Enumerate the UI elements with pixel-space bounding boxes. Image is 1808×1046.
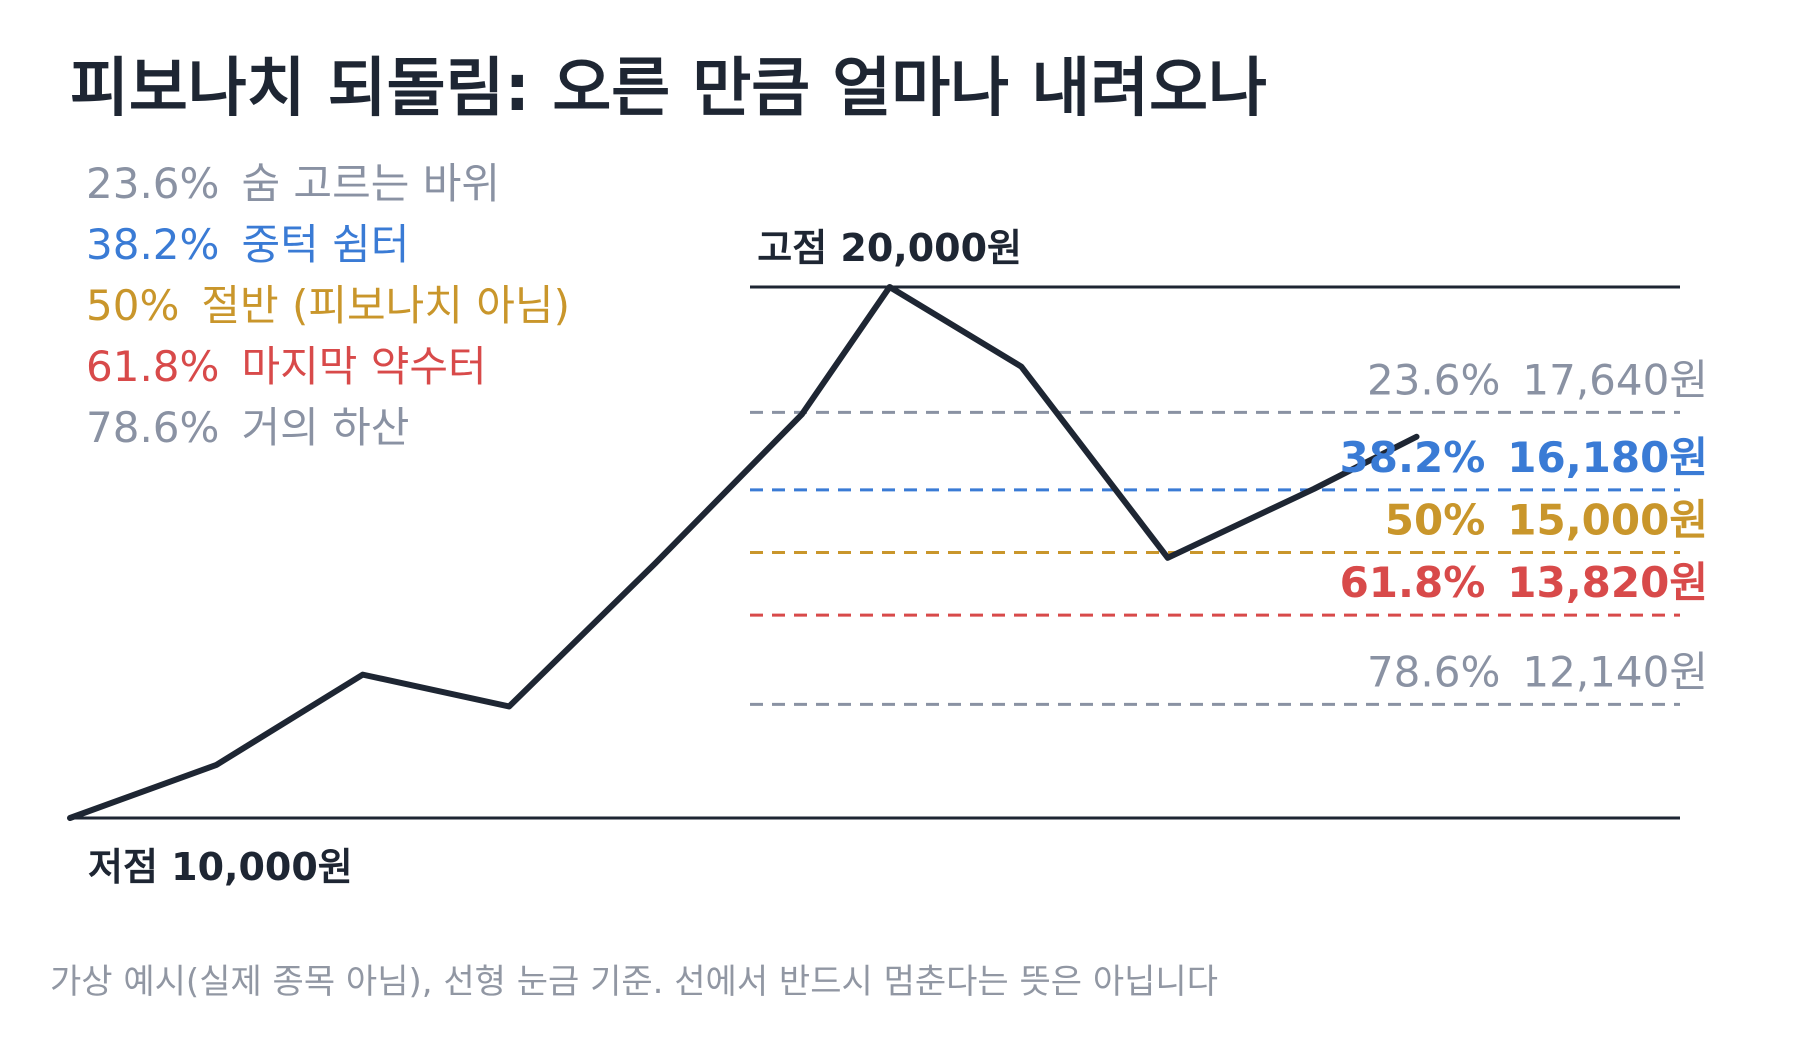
retracement-ratio: 50% [1385, 496, 1486, 545]
legend-desc: 마지막 약수터 [241, 342, 486, 391]
legend: 23.6% 숨 고르는 바위 38.2% 중턱 쉼터 50% 절반 (피보나치 아님) 61… [86, 159, 570, 452]
legend-item-4: 78.6% 거의 하산 [86, 403, 409, 452]
retracement-lines [750, 410, 1680, 706]
price-point-9 [1312, 486, 1317, 491]
legend-ratio: 38.2% [86, 220, 219, 269]
retracement-ratio: 78.6% [1367, 647, 1500, 696]
retracement-label-4: 78.6% 12,140원 [1367, 647, 1708, 696]
retracement-label-1: 38.2% 16,180원 [1340, 433, 1708, 482]
chart-title: 피보나치 되돌림: 오른 만큼 얼마나 내려오나 [70, 52, 1267, 126]
footnote: 가상 예시(실제 종목 아님), 선형 눈금 기준. 선에서 반드시 멈춘다는 … [50, 962, 1218, 1002]
legend-item-3: 61.8% 마지막 약수터 [86, 342, 487, 391]
price-point-5 [799, 412, 804, 417]
retracement-label-0: 23.6% 17,640원 [1367, 355, 1708, 404]
legend-desc: 중턱 쉼터 [241, 220, 409, 269]
retracement-label-2: 50% 15,000원 [1385, 496, 1708, 545]
low-point-label: 저점 10,000원 [88, 845, 353, 889]
retracement-value: 16,180원 [1507, 433, 1708, 482]
legend-ratio: 50% [86, 281, 179, 330]
retracement-ratio: 38.2% [1340, 433, 1486, 482]
retracement-label-3: 61.8% 13,820원 [1340, 558, 1708, 607]
retracement-ratio: 61.8% [1340, 558, 1486, 607]
price-point-2 [360, 672, 365, 677]
price-point-3 [507, 704, 512, 709]
price-point-6 [887, 285, 892, 289]
legend-desc: 거의 하산 [241, 403, 409, 452]
legend-ratio: 78.6% [86, 403, 219, 452]
high-point-label: 고점 20,000원 [757, 226, 1022, 270]
legend-desc: 절반 (피보나치 아님) [201, 281, 570, 330]
legend-item-2: 50% 절반 (피보나치 아님) [86, 281, 570, 330]
retracement-value: 17,640원 [1522, 355, 1708, 404]
retracement-ratio: 23.6% [1367, 355, 1500, 404]
retracement-value: 13,820원 [1507, 558, 1708, 607]
plot-area: 23.6% 17,640원 38.2% 16,180원 50% 15,000원 61.8% 1… [67, 226, 1708, 889]
legend-ratio: 23.6% [86, 159, 219, 208]
price-point-8 [1165, 555, 1170, 560]
legend-item-0: 23.6% 숨 고르는 바위 [86, 159, 500, 208]
retracement-labels: 23.6% 17,640원 38.2% 16,180원 50% 15,000원 61.8% 1… [1340, 355, 1708, 696]
price-points [68, 285, 1419, 820]
price-point-0 [68, 816, 72, 820]
price-point-10 [1414, 434, 1419, 439]
legend-ratio: 61.8% [86, 342, 219, 391]
retracement-value: 12,140원 [1522, 647, 1708, 696]
legend-item-1: 38.2% 중턱 쉼터 [86, 220, 409, 269]
price-point-4 [653, 561, 658, 566]
legend-desc: 숨 고르는 바위 [241, 159, 500, 208]
price-point-7 [1019, 364, 1024, 369]
price-point-1 [214, 762, 219, 767]
retracement-value: 15,000원 [1507, 496, 1708, 545]
